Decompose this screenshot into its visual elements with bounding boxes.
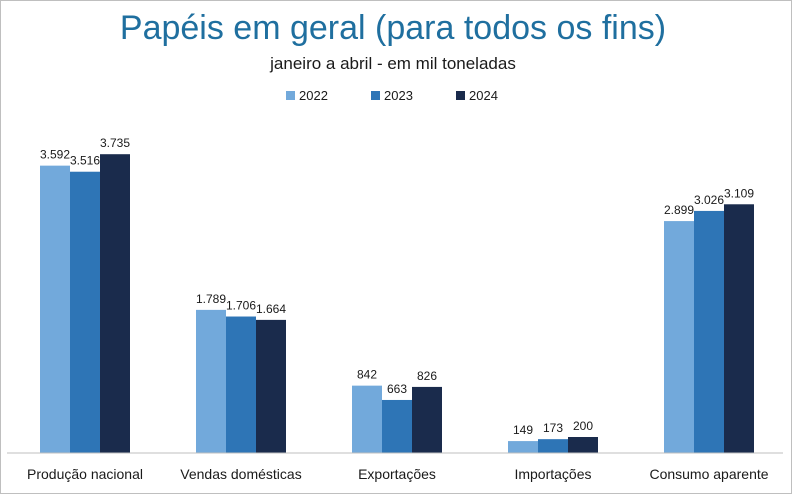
data-label-vendas-domesticas-2022: 1.789 <box>196 292 226 306</box>
legend-swatch-2022 <box>286 91 295 100</box>
data-label-consumo-aparente-2022: 2.899 <box>664 203 694 217</box>
legend-label-2024: 2024 <box>469 88 498 103</box>
data-label-exportacoes-2022: 842 <box>357 368 377 382</box>
bar-importacoes-2024 <box>568 437 598 453</box>
bar-vendas-domesticas-2024 <box>256 319 286 453</box>
data-label-consumo-aparente-2024: 3.109 <box>724 186 754 200</box>
bar-exportacoes-2024 <box>412 386 442 453</box>
data-label-importacoes-2023: 173 <box>543 421 563 435</box>
bar-consumo-aparente-2024 <box>724 204 754 453</box>
data-label-producao-nacional-2023: 3.516 <box>70 154 100 168</box>
legend-label-2022: 2022 <box>299 88 328 103</box>
data-label-producao-nacional-2024: 3.735 <box>100 136 130 150</box>
data-label-importacoes-2022: 149 <box>513 423 533 437</box>
chart-subtitle: janeiro a abril - em mil toneladas <box>269 54 516 73</box>
data-label-producao-nacional-2022: 3.592 <box>40 148 70 162</box>
category-label-producao-nacional: Produção nacional <box>27 466 143 482</box>
bar-producao-nacional-2023 <box>70 171 100 453</box>
category-label-vendas-domesticas: Vendas domésticas <box>180 466 301 482</box>
bar-exportacoes-2023 <box>382 399 412 453</box>
data-label-vendas-domesticas-2024: 1.664 <box>256 302 286 316</box>
data-label-consumo-aparente-2023: 3.026 <box>694 193 724 207</box>
legend-swatch-2024 <box>456 91 465 100</box>
bar-importacoes-2022 <box>508 441 538 453</box>
legend: 2022 2023 2024 <box>286 88 498 103</box>
legend-swatch-2023 <box>371 91 380 100</box>
category-label-importacoes: Importações <box>514 466 591 482</box>
legend-label-2023: 2023 <box>384 88 413 103</box>
bar-exportacoes-2022 <box>352 385 382 453</box>
category-labels: Produção nacional Vendas domésticas Export… <box>27 466 769 482</box>
data-label-vendas-domesticas-2023: 1.706 <box>226 299 256 313</box>
data-label-exportacoes-2024: 826 <box>417 369 437 383</box>
category-label-exportacoes: Exportações <box>358 466 436 482</box>
bar-vendas-domesticas-2023 <box>226 316 256 453</box>
bar-importacoes-2023 <box>538 439 568 453</box>
category-label-consumo-aparente: Consumo aparente <box>649 466 768 482</box>
bar-vendas-domesticas-2022 <box>196 309 226 453</box>
data-label-importacoes-2024: 200 <box>573 419 593 433</box>
bar-producao-nacional-2024 <box>100 154 130 453</box>
bar-consumo-aparente-2022 <box>664 221 694 453</box>
bar-consumo-aparente-2023 <box>694 210 724 453</box>
data-label-exportacoes-2023: 663 <box>387 382 407 396</box>
chart-title: Papéis em geral (para todos os fins) <box>120 9 666 47</box>
bar-producao-nacional-2022 <box>40 165 70 453</box>
